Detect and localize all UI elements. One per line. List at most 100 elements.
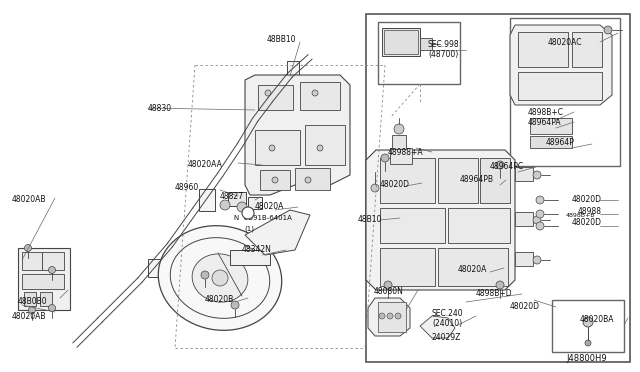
Ellipse shape xyxy=(384,281,392,289)
Circle shape xyxy=(242,207,254,219)
Ellipse shape xyxy=(158,226,282,330)
Bar xyxy=(382,28,420,56)
Bar xyxy=(228,192,246,206)
Text: 48080N: 48080N xyxy=(374,287,404,296)
Text: 48020AA: 48020AA xyxy=(188,160,223,169)
Polygon shape xyxy=(245,75,350,195)
Bar xyxy=(366,14,630,362)
Bar xyxy=(18,248,70,310)
Bar xyxy=(530,118,572,134)
Bar xyxy=(305,125,345,165)
Ellipse shape xyxy=(201,271,209,279)
Text: 48020AB: 48020AB xyxy=(12,195,47,204)
Text: 48020D: 48020D xyxy=(572,218,602,227)
Text: SEC.998: SEC.998 xyxy=(428,40,460,49)
Text: 4898B+B: 4898B+B xyxy=(566,213,595,218)
Ellipse shape xyxy=(305,177,311,183)
Text: 48B0B0: 48B0B0 xyxy=(18,297,47,306)
Bar xyxy=(420,38,432,50)
Ellipse shape xyxy=(379,313,385,319)
Text: 4898B+D: 4898B+D xyxy=(476,289,513,298)
Text: 24029Z: 24029Z xyxy=(432,333,461,342)
Bar xyxy=(258,85,293,110)
Text: 48342N: 48342N xyxy=(242,245,272,254)
Ellipse shape xyxy=(192,254,248,302)
Bar xyxy=(518,72,602,100)
Ellipse shape xyxy=(533,256,541,264)
Bar xyxy=(530,136,572,148)
Bar xyxy=(295,168,330,190)
Bar xyxy=(22,252,42,270)
Ellipse shape xyxy=(49,266,56,273)
Bar xyxy=(480,158,510,203)
Polygon shape xyxy=(245,210,310,255)
Bar xyxy=(251,105,265,125)
Ellipse shape xyxy=(237,202,247,212)
Text: 48988+A: 48988+A xyxy=(388,148,424,157)
Bar xyxy=(390,148,412,164)
Ellipse shape xyxy=(533,216,541,224)
Bar xyxy=(518,32,568,67)
Ellipse shape xyxy=(585,340,591,346)
Ellipse shape xyxy=(317,145,323,151)
Bar xyxy=(515,167,533,181)
Bar xyxy=(515,252,533,266)
Ellipse shape xyxy=(536,210,544,218)
Polygon shape xyxy=(510,25,612,105)
Bar xyxy=(40,292,52,306)
Bar xyxy=(255,130,300,165)
Text: 48964PB: 48964PB xyxy=(460,175,494,184)
Text: 48020AB: 48020AB xyxy=(12,312,47,321)
Text: 48960: 48960 xyxy=(175,183,199,192)
Text: 48988: 48988 xyxy=(578,207,602,216)
Ellipse shape xyxy=(604,26,612,34)
Text: J48800H9: J48800H9 xyxy=(566,354,607,363)
Bar xyxy=(230,250,270,265)
Ellipse shape xyxy=(533,171,541,179)
Text: 48827: 48827 xyxy=(220,192,244,201)
Text: 48964P: 48964P xyxy=(546,138,575,147)
Text: N: N xyxy=(245,210,251,216)
Polygon shape xyxy=(420,316,455,338)
Text: 48964PA: 48964PA xyxy=(528,118,562,127)
Bar xyxy=(300,82,340,110)
Bar xyxy=(438,158,478,203)
Text: 48964PC: 48964PC xyxy=(490,162,524,171)
Text: 48020A: 48020A xyxy=(255,202,284,211)
Bar xyxy=(378,22,460,84)
Bar xyxy=(148,259,162,277)
Ellipse shape xyxy=(212,270,228,286)
Text: (1): (1) xyxy=(244,225,254,231)
Bar xyxy=(438,248,508,286)
Bar xyxy=(378,302,406,332)
Text: 48020D: 48020D xyxy=(380,180,410,189)
Text: 48020B: 48020B xyxy=(205,295,234,304)
Text: 48B10: 48B10 xyxy=(358,215,382,224)
Text: 48BB10: 48BB10 xyxy=(267,35,296,44)
Bar xyxy=(287,61,299,79)
Text: N  0B91B-6401A: N 0B91B-6401A xyxy=(234,215,292,221)
Ellipse shape xyxy=(387,313,393,319)
Bar xyxy=(24,292,36,306)
Text: (48700): (48700) xyxy=(428,50,458,59)
Bar xyxy=(510,18,620,166)
Ellipse shape xyxy=(381,154,389,162)
Bar xyxy=(572,32,602,67)
Bar xyxy=(448,208,510,243)
Bar xyxy=(384,30,418,54)
Bar xyxy=(260,170,290,190)
Text: (24010): (24010) xyxy=(432,319,462,328)
Text: 48020A: 48020A xyxy=(458,265,488,274)
Bar xyxy=(380,158,435,203)
Bar xyxy=(199,189,215,211)
Ellipse shape xyxy=(312,90,318,96)
Ellipse shape xyxy=(24,244,31,251)
Ellipse shape xyxy=(220,200,230,210)
Ellipse shape xyxy=(536,222,544,230)
Text: 48020D: 48020D xyxy=(510,302,540,311)
Ellipse shape xyxy=(29,307,35,314)
Text: 48020AC: 48020AC xyxy=(548,38,582,47)
Ellipse shape xyxy=(49,305,56,311)
Text: 48020BA: 48020BA xyxy=(580,315,614,324)
Ellipse shape xyxy=(496,161,504,169)
